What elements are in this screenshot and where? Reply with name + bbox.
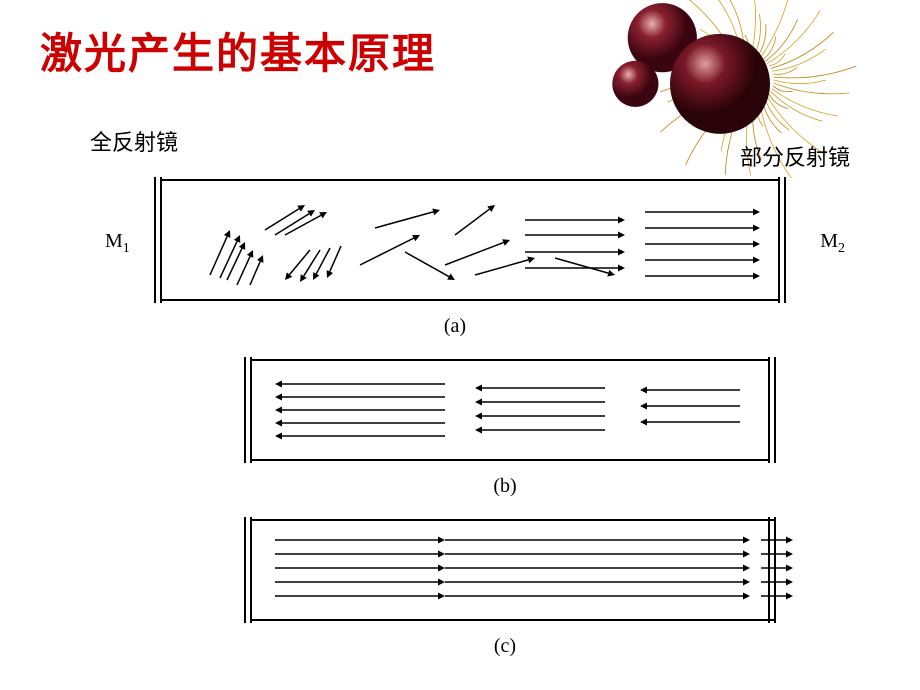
label-partial-reflector: 部分反射镜	[740, 140, 850, 172]
label-m1: M1	[105, 230, 130, 257]
caption-c: (c)	[485, 635, 525, 658]
caption-b: (b)	[485, 475, 525, 498]
caption-a: (a)	[435, 315, 475, 338]
cavity-diagram-a	[150, 175, 790, 305]
page-title: 激光产生的基本原理	[40, 20, 436, 81]
decoration-firework	[520, 0, 920, 180]
cavity-diagram-c	[240, 515, 800, 625]
cavity-diagram-b	[240, 355, 780, 465]
label-full-reflector: 全反射镜	[90, 125, 178, 157]
label-m2: M2	[820, 230, 845, 257]
